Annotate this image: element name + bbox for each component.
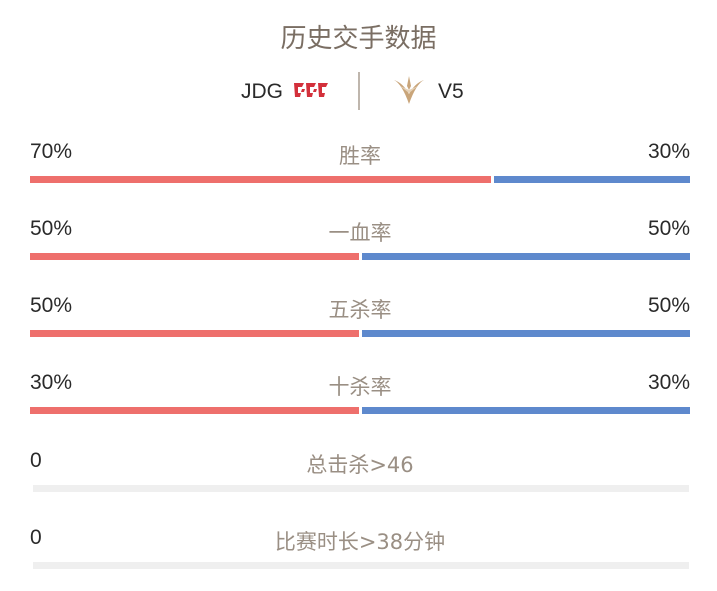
jdg-logo-icon bbox=[293, 80, 329, 104]
stat-right-value: 50% bbox=[647, 217, 690, 240]
stat-bar bbox=[30, 330, 690, 337]
stat-bar-right-segment bbox=[361, 330, 690, 337]
stat-left-value: 0 bbox=[30, 526, 42, 549]
stat-bar-empty bbox=[33, 485, 689, 492]
stat-left-value: 50% bbox=[30, 294, 73, 317]
stat-bar-right-segment bbox=[361, 253, 690, 260]
team-right[interactable]: V5 bbox=[392, 72, 464, 112]
stat-row-first-blood: 50% 一血率 50% bbox=[30, 217, 690, 277]
stat-bar-right-segment bbox=[361, 407, 690, 414]
stat-right-value: 30% bbox=[647, 371, 690, 394]
team-divider bbox=[358, 72, 360, 110]
stat-row-win-rate: 70% 胜率 30% bbox=[30, 140, 690, 200]
stat-bar-left-segment bbox=[30, 330, 359, 337]
stat-row-penta-kill: 50% 五杀率 50% bbox=[30, 294, 690, 354]
v5-logo-icon bbox=[392, 74, 426, 110]
stat-label: 十杀率 bbox=[328, 375, 392, 399]
stat-label: 一血率 bbox=[328, 221, 392, 245]
stat-right-value: 50% bbox=[647, 294, 690, 317]
stat-bar bbox=[30, 253, 690, 260]
stat-row-game-duration: 0 比赛时长>38分钟 bbox=[30, 526, 690, 586]
stat-row-ten-kills: 30% 十杀率 30% bbox=[30, 371, 690, 431]
teams-header: JDG V5 bbox=[0, 72, 717, 112]
stat-left-value: 0 bbox=[30, 449, 42, 472]
stat-left-value: 30% bbox=[30, 371, 73, 394]
stat-right-value: 30% bbox=[647, 140, 690, 163]
stat-bar-left-segment bbox=[30, 407, 359, 414]
team-left-name: JDG bbox=[241, 80, 283, 103]
stat-bar-left-segment bbox=[30, 253, 359, 260]
stat-bar bbox=[30, 407, 690, 414]
stat-label: 比赛时长>38分钟 bbox=[274, 530, 446, 554]
stat-label: 总击杀>46 bbox=[306, 453, 414, 477]
stat-bar-left-segment bbox=[30, 176, 491, 183]
stat-left-value: 50% bbox=[30, 217, 73, 240]
stat-label: 五杀率 bbox=[328, 298, 392, 322]
team-right-name: V5 bbox=[438, 80, 464, 103]
stat-bar-empty bbox=[33, 562, 689, 569]
stat-label: 胜率 bbox=[339, 144, 381, 168]
team-left[interactable]: JDG bbox=[241, 72, 329, 112]
stat-row-total-kills: 0 总击杀>46 bbox=[30, 449, 690, 509]
page-title: 历史交手数据 bbox=[280, 24, 437, 54]
stat-bar bbox=[30, 176, 690, 183]
stat-left-value: 70% bbox=[30, 140, 73, 163]
stat-bar-right-segment bbox=[493, 176, 690, 183]
